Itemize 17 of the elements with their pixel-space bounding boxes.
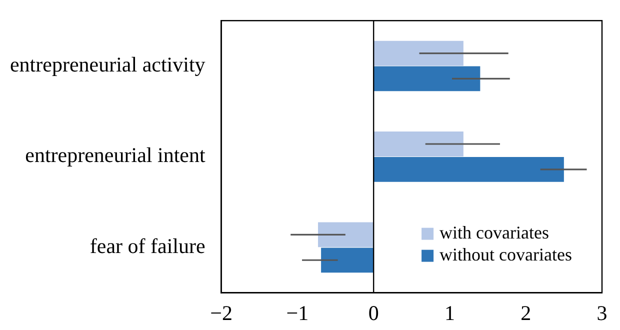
x-tick-label: −1 <box>286 300 309 325</box>
x-tick-label: 2 <box>520 300 532 325</box>
x-tick-label: 1 <box>444 300 455 325</box>
x-tick-label: 3 <box>596 300 608 325</box>
x-tick-label: −2 <box>210 300 232 325</box>
bar <box>374 40 464 66</box>
legend-label: without covariates <box>440 244 572 265</box>
x-tick-label: 0 <box>368 300 379 325</box>
y-tick-label: fear of failure <box>90 234 206 258</box>
y-tick-label: entrepreneurial activity <box>10 52 206 76</box>
bar <box>374 66 480 92</box>
bar <box>321 248 374 273</box>
legend-label: with covariates <box>440 222 550 243</box>
bar <box>374 132 464 156</box>
bar <box>318 222 374 248</box>
y-tick-label: entrepreneurial intent <box>25 143 206 168</box>
bar <box>374 156 564 182</box>
